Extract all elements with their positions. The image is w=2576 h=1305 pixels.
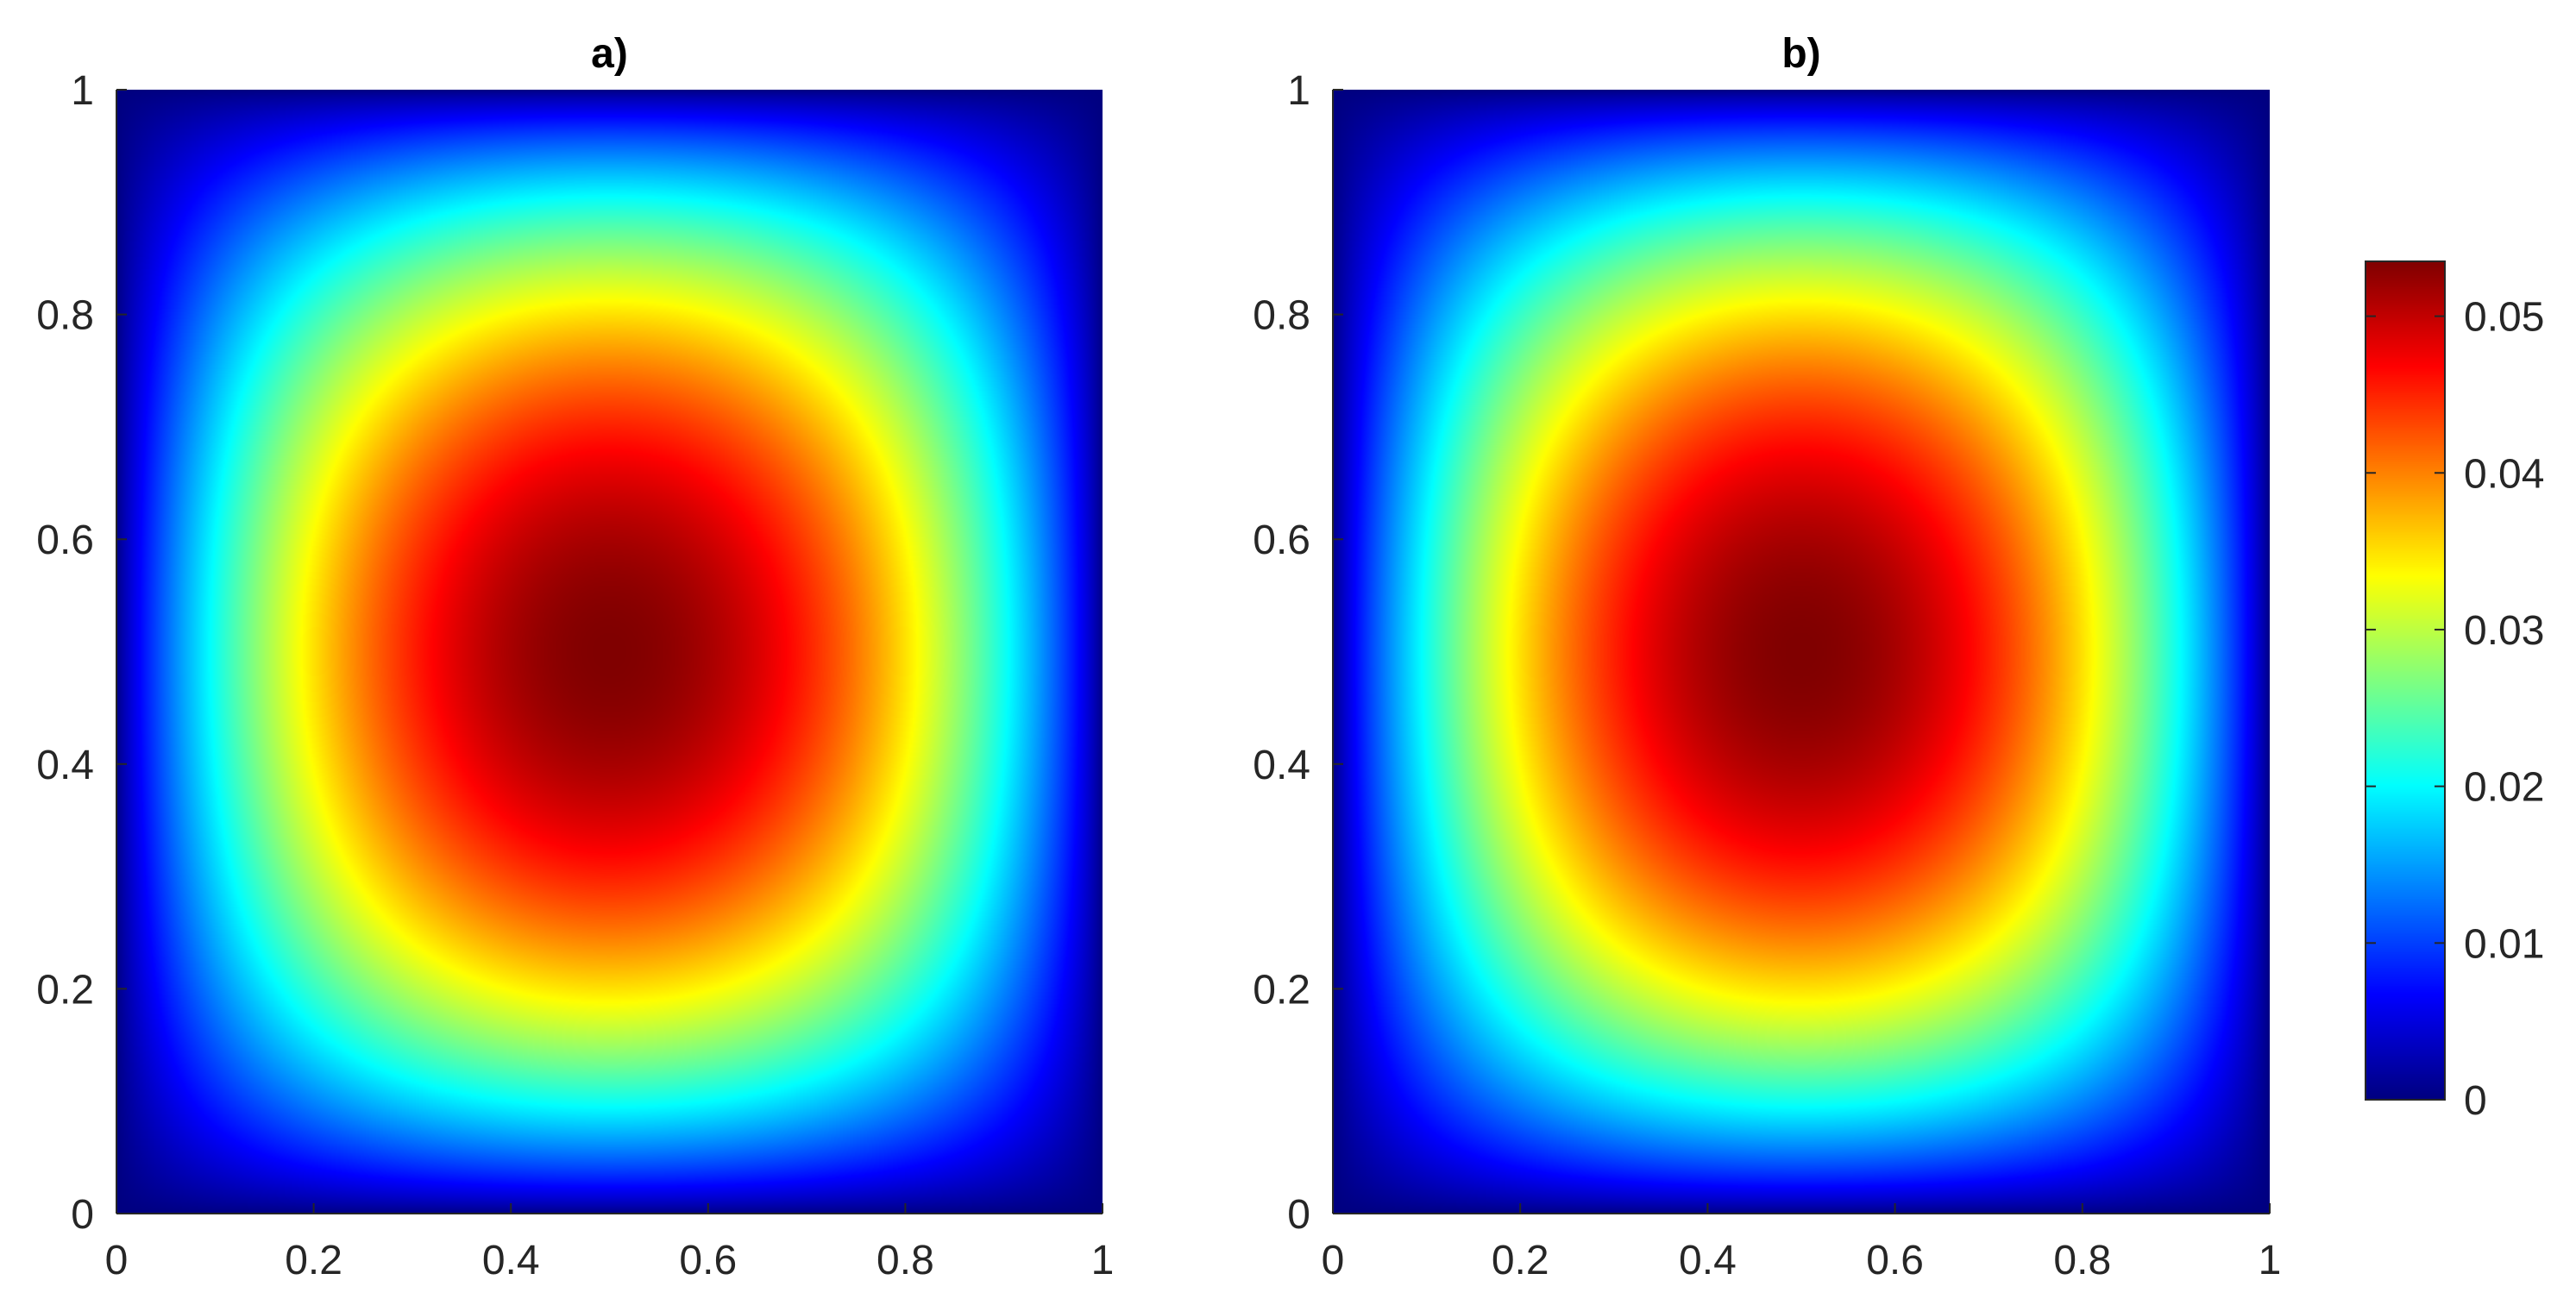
colorbar-gradient bbox=[2366, 261, 2445, 1100]
x-tick-label: 0 bbox=[1322, 1238, 1345, 1283]
colorbar-tick-label: 0.02 bbox=[2464, 765, 2544, 811]
y-tick-label: 0.4 bbox=[1253, 743, 1310, 788]
x-tick-label: 0.6 bbox=[1866, 1238, 1924, 1283]
y-tick-label: 0.8 bbox=[36, 293, 94, 339]
colorbar-tick-label: 0.04 bbox=[2464, 451, 2544, 497]
panel-a-axes: 0 0.2 0.4 0.6 0.8 1 0 0.2 0.4 0.6 0.8 1 bbox=[36, 68, 1114, 1283]
colorbar-tick-label: 0.03 bbox=[2464, 608, 2544, 654]
colorbar-tick-label: 0.01 bbox=[2464, 921, 2544, 967]
y-tick-label: 0.8 bbox=[1253, 293, 1310, 339]
x-tick-label: 1 bbox=[1091, 1238, 1115, 1283]
x-tick-label: 0.4 bbox=[1679, 1238, 1737, 1283]
y-tick-label: 1 bbox=[71, 68, 94, 114]
colorbar-frame bbox=[2365, 260, 2446, 1101]
heatmap-b bbox=[1333, 90, 2270, 1214]
y-tick-label: 1 bbox=[1287, 68, 1310, 114]
panel-a-title: a) bbox=[591, 31, 628, 77]
y-tick-label: 0.2 bbox=[36, 967, 94, 1013]
x-tick-label: 0 bbox=[105, 1238, 129, 1283]
y-tick-label: 0.2 bbox=[1253, 967, 1310, 1013]
y-tick-label: 0.6 bbox=[36, 518, 94, 563]
panel-b-title: b) bbox=[1781, 31, 1820, 77]
y-tick-label: 0.6 bbox=[1253, 518, 1310, 563]
x-tick-label: 1 bbox=[2259, 1238, 2282, 1283]
colorbar-axis: 0 0.01 0.02 0.03 0.04 0.05 bbox=[2365, 260, 2544, 1124]
x-tick-label: 0.6 bbox=[679, 1238, 737, 1283]
x-tick-label: 0.8 bbox=[876, 1238, 934, 1283]
y-tick-label: 0 bbox=[71, 1192, 94, 1238]
panel-b-axes: 0 0.2 0.4 0.6 0.8 1 0 0.2 0.4 0.6 0.8 1 bbox=[1253, 68, 2281, 1283]
x-tick-label: 0.2 bbox=[1492, 1238, 1549, 1283]
x-tick-label: 0.2 bbox=[285, 1238, 342, 1283]
y-tick-label: 0 bbox=[1287, 1192, 1310, 1238]
colorbar-tick-label: 0.05 bbox=[2464, 295, 2544, 341]
colorbar-tick-label: 0 bbox=[2464, 1078, 2487, 1124]
x-tick-label: 0.8 bbox=[2053, 1238, 2111, 1283]
y-tick-label: 0.4 bbox=[36, 743, 94, 788]
heatmap-a bbox=[116, 90, 1103, 1214]
x-tick-label: 0.4 bbox=[482, 1238, 540, 1283]
